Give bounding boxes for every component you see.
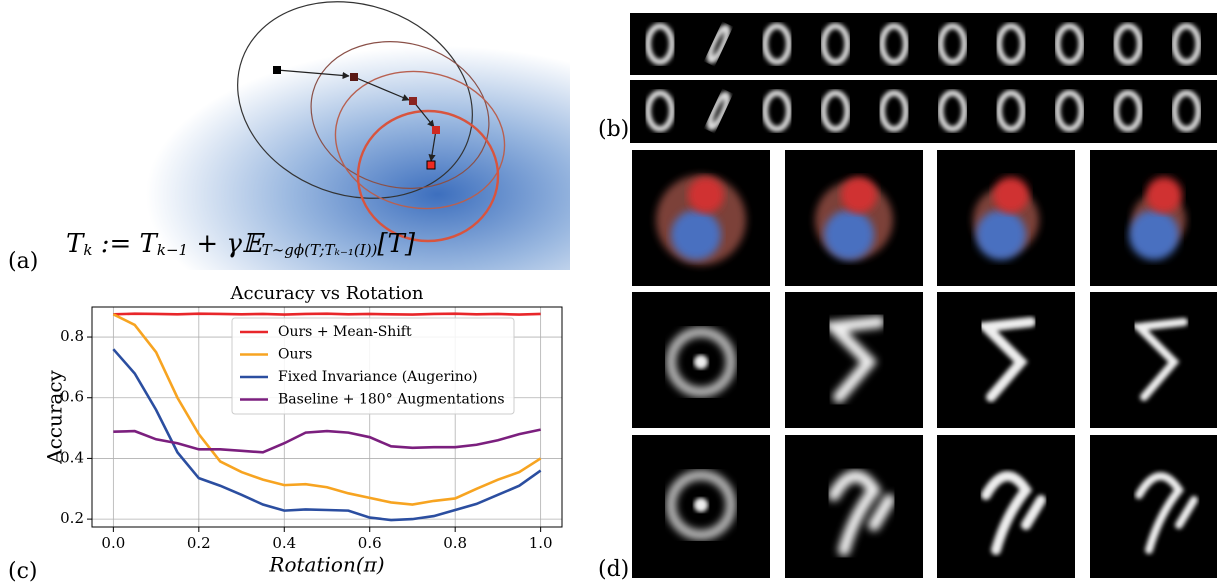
panel-label: (b) bbox=[598, 117, 629, 142]
x-axis-label: Rotation(π) bbox=[268, 553, 384, 577]
image-blob bbox=[671, 210, 721, 260]
y-tick-label: 0.6 bbox=[60, 388, 84, 406]
image-blob bbox=[688, 177, 724, 213]
panel-a: Tk := Tk−1 + γ𝔼T∼gϕ(T;Tₖ₋₁(I))[T] (a) bbox=[8, 0, 570, 274]
y-tick-label: 0.2 bbox=[60, 509, 84, 527]
image-tile bbox=[785, 435, 923, 578]
legend-label: Ours bbox=[278, 347, 312, 363]
formula-part: T bbox=[66, 229, 85, 259]
image-tile bbox=[1090, 435, 1217, 578]
point bbox=[273, 66, 281, 74]
y-tick-label: 0.4 bbox=[60, 448, 84, 466]
series-line bbox=[113, 430, 540, 453]
panel-d: (d) bbox=[598, 150, 1217, 582]
x-tick-label: 0.0 bbox=[101, 534, 125, 552]
formula-part: + γ𝔼 bbox=[188, 229, 265, 259]
figure: Tk := Tk−1 + γ𝔼T∼gϕ(T;Tₖ₋₁(I))[T] (a) (b… bbox=[0, 0, 1217, 584]
image-tile bbox=[937, 435, 1075, 578]
y-tick-label: 0.8 bbox=[60, 327, 84, 345]
series-line bbox=[113, 314, 540, 315]
formula-part: := T bbox=[92, 229, 158, 259]
formula-part: T∼gϕ(T;Tₖ₋₁(I)) bbox=[262, 241, 378, 259]
panel-label: (c) bbox=[8, 559, 38, 584]
image-blob bbox=[993, 177, 1029, 213]
image-tile bbox=[937, 292, 1075, 428]
legend-label: Fixed Invariance (Augerino) bbox=[278, 369, 478, 385]
chart: (c) Accuracy vs Rotation Rotation(π) Acc… bbox=[8, 283, 562, 584]
x-tick-label: 0.6 bbox=[358, 534, 382, 552]
image-blob bbox=[976, 210, 1026, 260]
point bbox=[409, 97, 417, 105]
legend-label: Ours + Mean-Shift bbox=[278, 324, 412, 340]
image-strip bbox=[630, 80, 1217, 143]
chart-title: Accuracy vs Rotation bbox=[230, 283, 424, 304]
image-blob bbox=[1146, 177, 1182, 213]
panel-label: (a) bbox=[8, 249, 38, 274]
legend-label: Baseline + 180° Augmentations bbox=[278, 392, 505, 408]
point bbox=[432, 126, 440, 134]
x-tick-label: 1.0 bbox=[529, 534, 553, 552]
x-tick-label: 0.4 bbox=[272, 534, 296, 552]
x-tick-label: 0.2 bbox=[187, 534, 211, 552]
image-blob bbox=[694, 355, 708, 369]
point bbox=[427, 161, 435, 169]
x-tick-label: 0.8 bbox=[443, 534, 467, 552]
image-blob bbox=[694, 498, 708, 512]
point bbox=[350, 73, 358, 81]
formula-part: [T] bbox=[377, 229, 415, 259]
image-blob bbox=[1129, 210, 1179, 260]
panel-label: (d) bbox=[598, 557, 629, 582]
image-tile bbox=[785, 292, 923, 428]
image-strip bbox=[630, 13, 1217, 75]
image-blob bbox=[824, 210, 874, 260]
formula-part: k bbox=[83, 241, 92, 259]
image-blob bbox=[841, 177, 877, 213]
image-tile bbox=[1090, 292, 1217, 428]
formula-part: k−1 bbox=[157, 241, 188, 259]
panel-b: (b) bbox=[598, 13, 1217, 143]
